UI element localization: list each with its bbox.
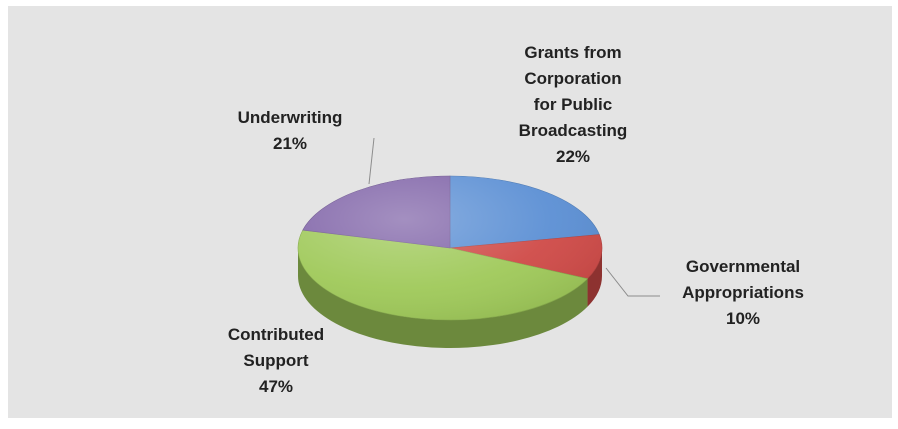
slice-label-line-1-1: Appropriations <box>682 283 804 302</box>
slice-label-line-2-1: Support <box>243 351 308 370</box>
slice-label-2: Contributed Support 47% <box>228 325 324 396</box>
slice-label-line-0-2: for Public <box>534 95 612 114</box>
slice-percent-0: 22% <box>556 147 590 166</box>
slice-label-0: Grants from Corporation for Public Broadcas… <box>519 43 628 166</box>
slice-label-3: Underwriting 21% <box>238 108 343 153</box>
slice-label-line-1-0: Governmental <box>686 257 800 276</box>
slice-percent-1: 10% <box>726 309 760 328</box>
slice-label-line-0-3: Broadcasting <box>519 121 628 140</box>
pie-slices <box>297 175 603 321</box>
slice-percent-3: 21% <box>273 134 307 153</box>
slice-labels: Grants from Corporation for Public Broadcas… <box>228 43 804 396</box>
slice-label-line-2-0: Contributed <box>228 325 324 344</box>
pie-side-2 <box>298 248 588 348</box>
leader-line-1 <box>605 267 660 297</box>
leader-line-3 <box>368 137 375 185</box>
slice-label-1: Governmental Appropriations 10% <box>682 257 804 328</box>
slice-label-line-0-0: Grants from <box>524 43 621 62</box>
pie-chart: Grants from Corporation for Public Broadcas… <box>228 43 804 396</box>
chart-area: Grants from Corporation for Public Broadcas… <box>8 6 892 418</box>
leader-lines <box>368 137 660 297</box>
slice-percent-2: 47% <box>259 377 293 396</box>
slice-label-line-3-0: Underwriting <box>238 108 343 127</box>
slice-label-line-0-1: Corporation <box>524 69 621 88</box>
